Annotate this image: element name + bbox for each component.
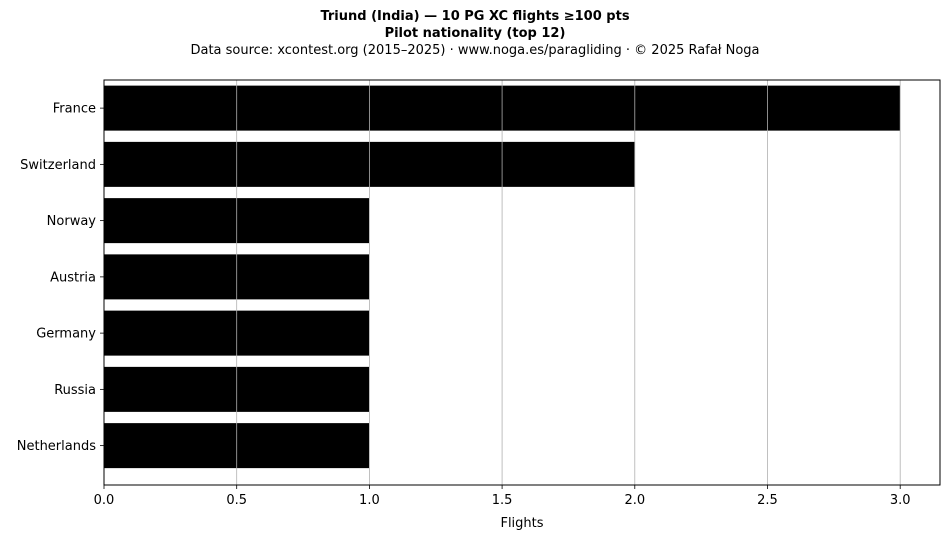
- ytick-label-austria: Austria: [50, 270, 96, 285]
- xtick-label-4: 2.0: [624, 493, 645, 508]
- ytick-label-netherlands: Netherlands: [17, 439, 96, 454]
- ytick-label-norway: Norway: [47, 214, 97, 229]
- xtick-label-0: 0.0: [94, 493, 115, 508]
- x-axis-label: Flights: [500, 516, 543, 531]
- xtick-label-3: 1.5: [492, 493, 513, 508]
- xtick-label-1: 0.5: [226, 493, 247, 508]
- chart-title-block: Triund (India) — 10 PG XC flights ≥100 p…: [0, 8, 950, 59]
- xtick-label-5: 2.5: [757, 493, 778, 508]
- plot-frame: [103, 79, 941, 486]
- ytick-label-germany: Germany: [36, 327, 96, 342]
- xtick-label-2: 1.0: [359, 493, 380, 508]
- ytick-label-france: France: [53, 102, 96, 117]
- x-axis: 0.0 0.5 1.0 1.5 2.0 2.5 3.0: [94, 485, 911, 508]
- chart-title-line-2: Pilot nationality (top 12): [384, 26, 566, 41]
- ytick-label-russia: Russia: [54, 383, 96, 398]
- chart-title-line-1: Triund (India) — 10 PG XC flights ≥100 p…: [320, 9, 630, 24]
- y-axis: France Switzerland Norway Austria Germany Rus…: [17, 102, 104, 454]
- ytick-label-switzerland: Switzerland: [20, 158, 96, 173]
- chart-subtitle: Data source: xcontest.org (2015–2025) · …: [190, 43, 760, 58]
- xtick-label-6: 3.0: [890, 493, 911, 508]
